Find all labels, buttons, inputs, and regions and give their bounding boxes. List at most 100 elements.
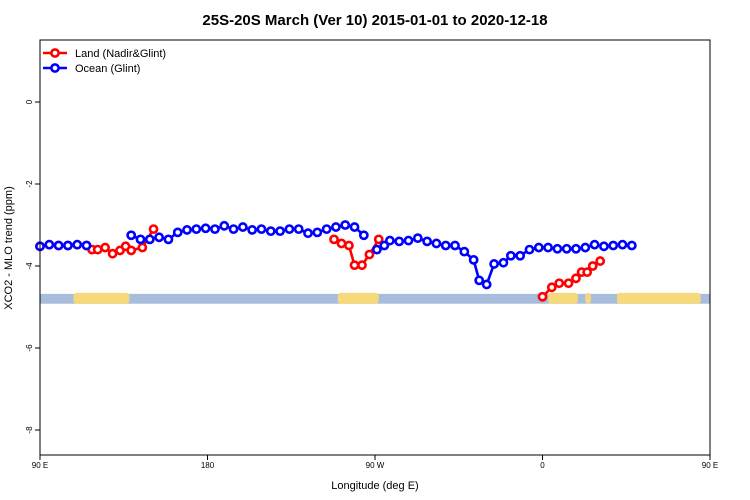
data-point	[379, 240, 390, 251]
data-point	[515, 250, 526, 261]
data-point	[626, 240, 637, 251]
data-point	[293, 224, 304, 234]
data-point	[349, 260, 360, 271]
x-tick-label: 90 E	[32, 461, 48, 470]
data-point	[608, 240, 619, 251]
data-point	[617, 239, 628, 250]
data-point	[459, 246, 470, 257]
land-segment	[616, 292, 701, 304]
data-point	[371, 244, 382, 255]
data-point	[72, 239, 83, 250]
data-point	[135, 234, 146, 245]
y-tick-label: -6	[25, 344, 34, 352]
data-point	[431, 238, 442, 249]
data-point	[200, 223, 211, 234]
land-segment	[337, 292, 379, 304]
series-layer	[35, 220, 637, 302]
x-tick-label: 90 W	[366, 461, 385, 470]
x-axis: 90 E 180 90 W 0 90 E	[32, 455, 718, 470]
land-segment	[585, 292, 591, 304]
data-point	[533, 242, 544, 253]
data-point	[144, 234, 155, 245]
data-point	[275, 226, 285, 237]
data-point	[44, 239, 55, 250]
data-point	[587, 261, 598, 271]
data-point	[256, 224, 267, 234]
land-segment	[73, 292, 130, 304]
data-point	[312, 227, 323, 238]
series-land	[35, 224, 606, 302]
data-point	[247, 225, 258, 235]
land-segment	[548, 292, 578, 304]
legend: Land (Nadir&Glint) Ocean (Glint)	[43, 48, 166, 75]
data-point	[303, 228, 313, 239]
data-point	[154, 232, 165, 243]
land-ocean-band	[40, 292, 710, 304]
y-tick-label: 0	[25, 99, 34, 104]
data-point	[384, 235, 395, 246]
legend-marker	[50, 63, 60, 73]
data-point	[422, 236, 433, 247]
data-point	[373, 234, 384, 245]
legend-marker	[50, 48, 60, 58]
data-point	[546, 282, 557, 293]
data-point	[595, 256, 606, 266]
data-point	[321, 224, 332, 234]
data-point	[137, 242, 148, 253]
data-point	[265, 226, 276, 237]
y-tick-label: -2	[25, 180, 34, 188]
y-tick-label: -4	[25, 262, 34, 270]
data-point	[100, 242, 111, 253]
y-axis: 0 -2 -4 -6 -8	[25, 99, 40, 434]
data-point	[329, 234, 339, 245]
data-point	[498, 257, 509, 268]
data-point	[191, 224, 202, 234]
data-point	[412, 233, 423, 244]
data-point	[63, 240, 73, 251]
data-point	[561, 243, 572, 254]
data-point	[552, 243, 563, 254]
data-point	[284, 224, 295, 234]
y-axis-label: XCO2 - MLO trend (ppm)	[3, 186, 15, 309]
data-point	[474, 275, 485, 286]
data-point	[182, 225, 192, 235]
data-point	[107, 248, 118, 259]
y-tick-label: -8	[25, 426, 34, 434]
chart-title: 25S-20S March (Ver 10) 2015-01-01 to 202…	[202, 12, 547, 29]
data-point	[172, 227, 183, 238]
data-point	[331, 222, 341, 232]
data-point	[554, 278, 565, 289]
data-point	[489, 259, 500, 269]
data-point	[481, 279, 492, 290]
data-point	[340, 220, 351, 230]
data-point	[589, 239, 600, 250]
x-tick-label: 90 E	[702, 461, 718, 470]
data-point	[394, 236, 405, 247]
data-point	[364, 249, 375, 260]
data-point	[349, 222, 360, 232]
data-point	[468, 254, 479, 265]
data-point	[537, 291, 548, 302]
data-point	[582, 267, 593, 278]
data-point	[599, 241, 609, 252]
data-point	[228, 224, 239, 234]
x-tick-label: 0	[540, 461, 545, 470]
data-point	[344, 240, 354, 251]
data-point	[403, 235, 414, 246]
data-point	[505, 250, 516, 261]
data-point	[210, 224, 220, 234]
data-point	[92, 244, 103, 255]
legend-label: Land (Nadir&Glint)	[75, 48, 166, 60]
data-point	[357, 260, 367, 271]
data-point	[440, 240, 451, 251]
data-point	[126, 230, 137, 241]
data-point	[81, 240, 92, 251]
data-point	[237, 222, 248, 232]
data-point	[580, 242, 591, 253]
data-point	[450, 240, 460, 251]
series-ocean	[35, 220, 637, 290]
data-point	[571, 273, 581, 284]
data-point	[543, 242, 553, 253]
legend-label: Ocean (Glint)	[75, 63, 140, 75]
